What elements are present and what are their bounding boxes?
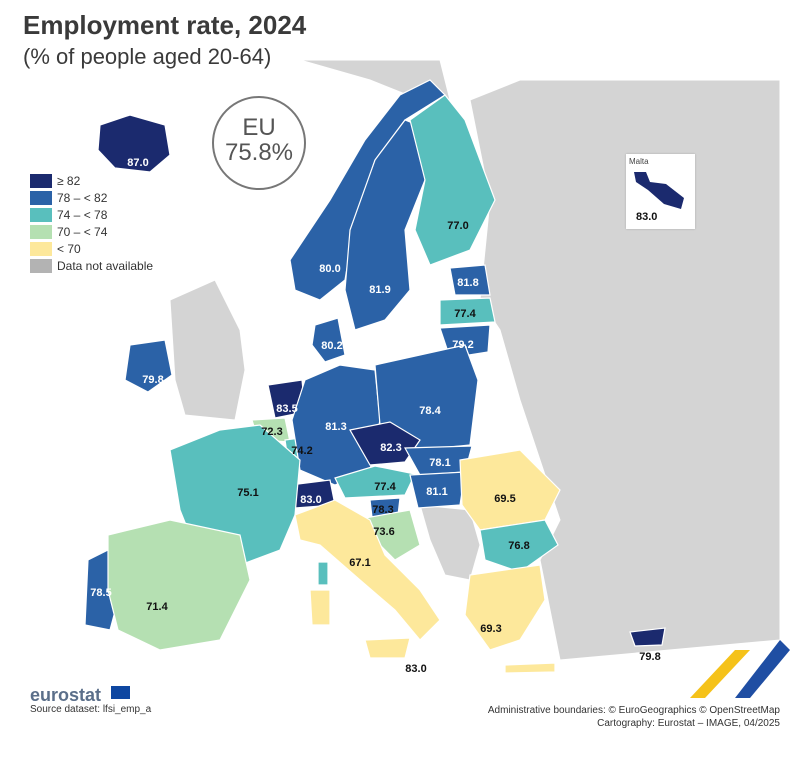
label-croatia: 73.6 (373, 526, 394, 538)
label-belgium: 72.3 (261, 426, 282, 438)
corner-decoration (690, 640, 790, 698)
label-germany: 81.3 (325, 421, 346, 433)
eurostat-logo: eurostat (30, 685, 102, 705)
country-italy (294, 499, 441, 641)
country-hungary (409, 471, 466, 509)
country-greece (464, 564, 546, 651)
malta-shape (634, 172, 684, 209)
legend: ≥ 82 78 – < 82 74 – < 78 70 – < 74 < 70 … (30, 172, 153, 274)
country-sweden (344, 119, 431, 331)
country-cyprus (629, 627, 666, 647)
label-austria: 77.4 (374, 481, 396, 493)
legend-item: 78 – < 82 (30, 189, 153, 206)
legend-label: ≥ 82 (57, 173, 81, 188)
legend-label: 78 – < 82 (57, 190, 108, 205)
country-spain (107, 519, 251, 651)
legend-swatch (30, 207, 52, 222)
country-crete (504, 662, 556, 674)
malta-inset: Malta 83.0 (626, 154, 695, 229)
label-sweden: 81.9 (369, 284, 390, 296)
legend-swatch (30, 258, 52, 273)
country-sicily (364, 637, 411, 659)
country-sardinia (309, 589, 331, 626)
legend-label: < 70 (57, 241, 81, 256)
label-latvia: 77.4 (454, 308, 476, 320)
legend-item: 74 – < 78 (30, 206, 153, 223)
label-netherlands: 83.5 (276, 403, 297, 415)
label-estonia: 81.8 (457, 277, 478, 289)
legend-item: < 70 (30, 240, 153, 257)
label-poland: 78.4 (419, 405, 441, 417)
label-greece: 69.3 (480, 623, 501, 635)
label-slovakia: 78.1 (429, 457, 450, 469)
map-subtitle: (% of people aged 20-64) (23, 44, 272, 69)
legend-swatch (30, 241, 52, 256)
label-czechia: 82.3 (380, 442, 401, 454)
eu-label: EU (242, 114, 276, 141)
credits: Administrative boundaries: © EuroGeograp… (488, 704, 780, 730)
label-bulgaria: 76.8 (508, 540, 529, 552)
legend-swatch (30, 190, 52, 205)
country-latvia (439, 297, 496, 326)
credits-line-2: Cartography: Eurostat – IMAGE, 04/2025 (597, 718, 780, 729)
legend-label: 74 – < 78 (57, 207, 108, 222)
legend-swatch (30, 224, 52, 239)
countries (84, 79, 666, 674)
country-corsica (317, 561, 329, 586)
country-estonia (449, 264, 491, 296)
legend-item: Data not available (30, 257, 153, 274)
label-finland: 77.0 (447, 220, 468, 232)
credits-line-1: Administrative boundaries: © EuroGeograp… (487, 705, 780, 716)
country-bulgaria (479, 519, 559, 573)
label-luxembourg: 74.2 (291, 445, 312, 457)
country-austria (334, 465, 416, 499)
label-malta-main: 83.0 (405, 663, 426, 675)
legend-item: ≥ 82 (30, 172, 153, 189)
label-hungary: 81.1 (426, 486, 447, 498)
country-finland (409, 94, 496, 266)
label-switzerland: 83.0 (300, 494, 321, 506)
eu-value: 75.8% (224, 139, 294, 166)
source-note: Source dataset: lfsi_emp_a (30, 704, 152, 715)
eu-average-badge: EU 75.8% (212, 96, 306, 190)
legend-swatch (30, 173, 52, 188)
legend-label: 70 – < 74 (57, 224, 108, 239)
map-title: Employment rate, 2024 (23, 10, 307, 40)
label-slovenia: 78.3 (372, 504, 393, 516)
label-italy: 67.1 (349, 557, 370, 569)
label-ireland: 79.8 (142, 374, 163, 386)
label-portugal: 78.5 (90, 587, 111, 599)
label-norway: 80.0 (319, 263, 340, 275)
label-lithuania: 79.2 (452, 339, 473, 351)
label-cyprus: 79.8 (639, 651, 660, 663)
eu-flag-icon (111, 686, 130, 699)
label-romania: 69.5 (494, 493, 515, 505)
country-iceland (97, 114, 171, 173)
value-labels: 87.0 80.0 81.9 77.0 81.8 77.4 79.2 80.2 … (90, 157, 660, 675)
legend-item: 70 – < 74 (30, 223, 153, 240)
country-ireland (124, 339, 173, 393)
label-spain: 71.4 (146, 601, 168, 613)
label-france: 75.1 (237, 487, 258, 499)
label-denmark: 80.2 (321, 340, 342, 352)
inset-title: Malta (629, 157, 649, 166)
country-denmark (311, 317, 346, 363)
inset-value: 83.0 (636, 211, 658, 223)
label-iceland: 87.0 (127, 157, 148, 169)
legend-label: Data not available (57, 258, 154, 273)
